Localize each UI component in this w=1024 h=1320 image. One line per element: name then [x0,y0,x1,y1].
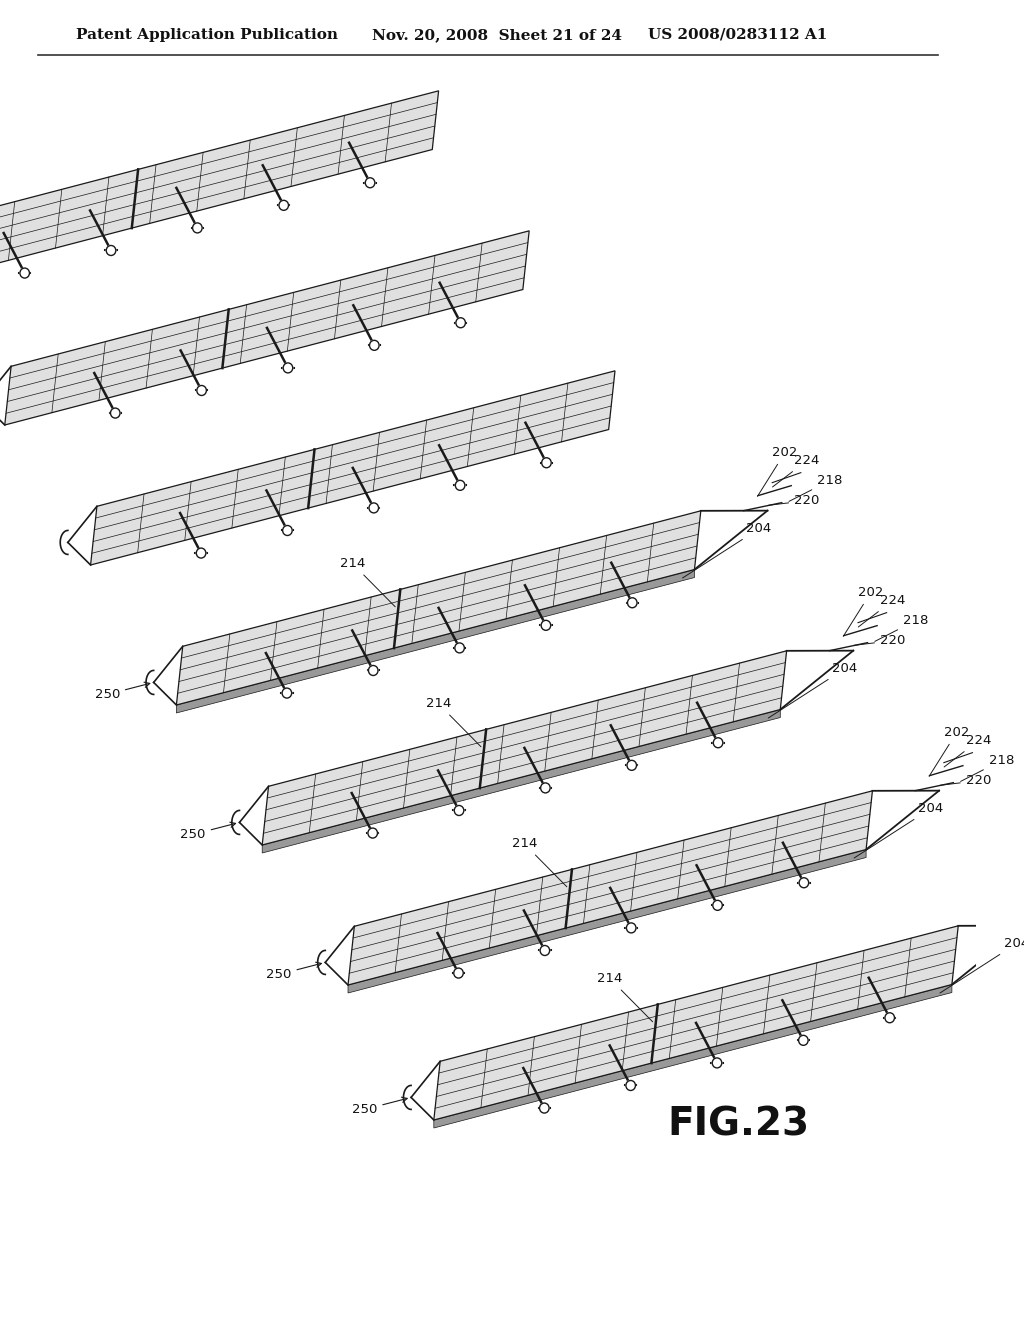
Circle shape [279,201,289,210]
Circle shape [111,408,120,418]
Circle shape [627,923,636,933]
Circle shape [540,1104,549,1113]
Circle shape [885,1012,895,1023]
Circle shape [197,548,206,558]
Circle shape [369,503,379,513]
Text: 224: 224 [772,454,819,487]
Polygon shape [262,710,780,853]
Text: 204: 204 [940,937,1024,993]
Text: 250: 250 [180,822,236,841]
Text: 224: 224 [944,734,991,767]
Circle shape [284,363,293,374]
Text: 204: 204 [854,803,943,858]
Text: 218: 218 [961,754,1014,781]
Text: 214: 214 [426,697,481,747]
Polygon shape [176,511,700,705]
Circle shape [799,1035,808,1045]
Polygon shape [5,231,529,425]
Polygon shape [434,925,958,1119]
Text: 250: 250 [266,962,322,981]
Text: 204: 204 [683,523,772,578]
Circle shape [626,1081,636,1090]
Circle shape [540,945,550,956]
Text: US 2008/0283112 A1: US 2008/0283112 A1 [648,28,827,42]
Text: 214: 214 [512,837,567,887]
Circle shape [456,318,466,327]
Text: 218: 218 [790,474,843,502]
Text: 218: 218 [874,614,928,642]
Circle shape [370,341,379,350]
Polygon shape [176,569,694,713]
Text: Patent Application Publication: Patent Application Publication [76,28,338,42]
Circle shape [714,738,723,747]
Text: 202: 202 [758,446,798,496]
Circle shape [368,828,378,838]
Text: 214: 214 [340,557,395,607]
Polygon shape [262,651,786,845]
Text: 204: 204 [768,663,857,718]
Circle shape [197,385,207,396]
Text: Nov. 20, 2008  Sheet 21 of 24: Nov. 20, 2008 Sheet 21 of 24 [372,28,622,42]
Polygon shape [348,791,872,985]
Text: 214: 214 [597,973,652,1022]
Text: 250: 250 [352,1097,408,1115]
Text: 220: 220 [940,774,991,787]
Polygon shape [90,371,615,565]
Circle shape [542,458,551,467]
Polygon shape [348,850,866,993]
Circle shape [454,968,463,978]
Circle shape [455,643,464,653]
Text: 202: 202 [844,586,884,636]
Circle shape [713,900,722,911]
Circle shape [627,760,637,771]
Text: FIG.23: FIG.23 [668,1106,810,1144]
Circle shape [106,246,116,256]
Circle shape [628,598,637,607]
Circle shape [799,878,809,888]
Circle shape [456,480,465,490]
Circle shape [455,805,464,816]
Text: 224: 224 [858,594,905,627]
Circle shape [283,525,292,536]
Text: 220: 220 [854,634,905,647]
Circle shape [541,620,551,631]
Circle shape [283,688,292,698]
Circle shape [366,178,375,187]
Circle shape [19,268,30,279]
Circle shape [541,783,550,793]
Text: 250: 250 [94,682,150,701]
Circle shape [713,1057,722,1068]
Text: 202: 202 [929,726,970,776]
Polygon shape [0,91,438,285]
Text: 220: 220 [768,494,819,507]
Circle shape [193,223,202,232]
Circle shape [369,665,378,676]
Polygon shape [434,985,952,1129]
